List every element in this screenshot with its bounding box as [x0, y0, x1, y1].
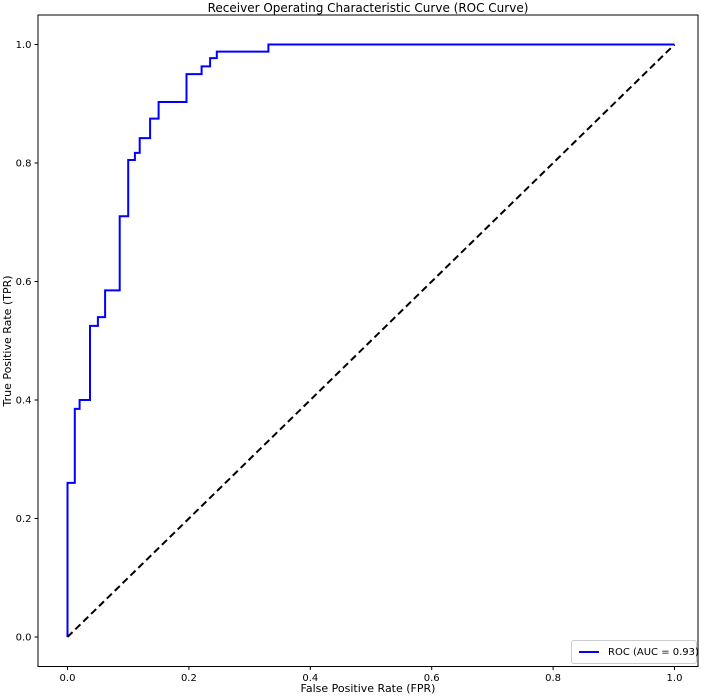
- x-tick-label: 0.8: [545, 673, 561, 684]
- x-axis-label: False Positive Rate (FPR): [300, 682, 436, 695]
- roc-curve-line: [66, 43, 675, 637]
- legend-line-sample: [579, 651, 599, 653]
- y-tick-label: 0.0: [16, 632, 32, 643]
- x-tick-label: 0.4: [302, 673, 318, 684]
- x-tick-label: 0.6: [424, 673, 440, 684]
- y-tick-label: 0.6: [16, 277, 32, 288]
- chance-diagonal-line: [66, 43, 676, 638]
- x-tick-label: 1.0: [667, 673, 683, 684]
- y-axis-label: True Positive Rate (TPR): [1, 275, 14, 407]
- legend: ROC (AUC = 0.93): [571, 640, 699, 664]
- y-tick-label: 0.2: [16, 514, 32, 525]
- y-tick-label: 0.8: [16, 159, 32, 170]
- x-tick-label: 0.2: [181, 673, 197, 684]
- x-tick-label: 0.0: [60, 673, 76, 684]
- y-tick-label: 0.4: [16, 395, 32, 406]
- legend-entry-label: ROC (AUC = 0.93): [608, 646, 699, 658]
- axes-spines: [37, 14, 699, 667]
- y-tick-label: 1.0: [16, 40, 32, 51]
- chart-title: Receiver Operating Characteristic Curve …: [207, 1, 529, 15]
